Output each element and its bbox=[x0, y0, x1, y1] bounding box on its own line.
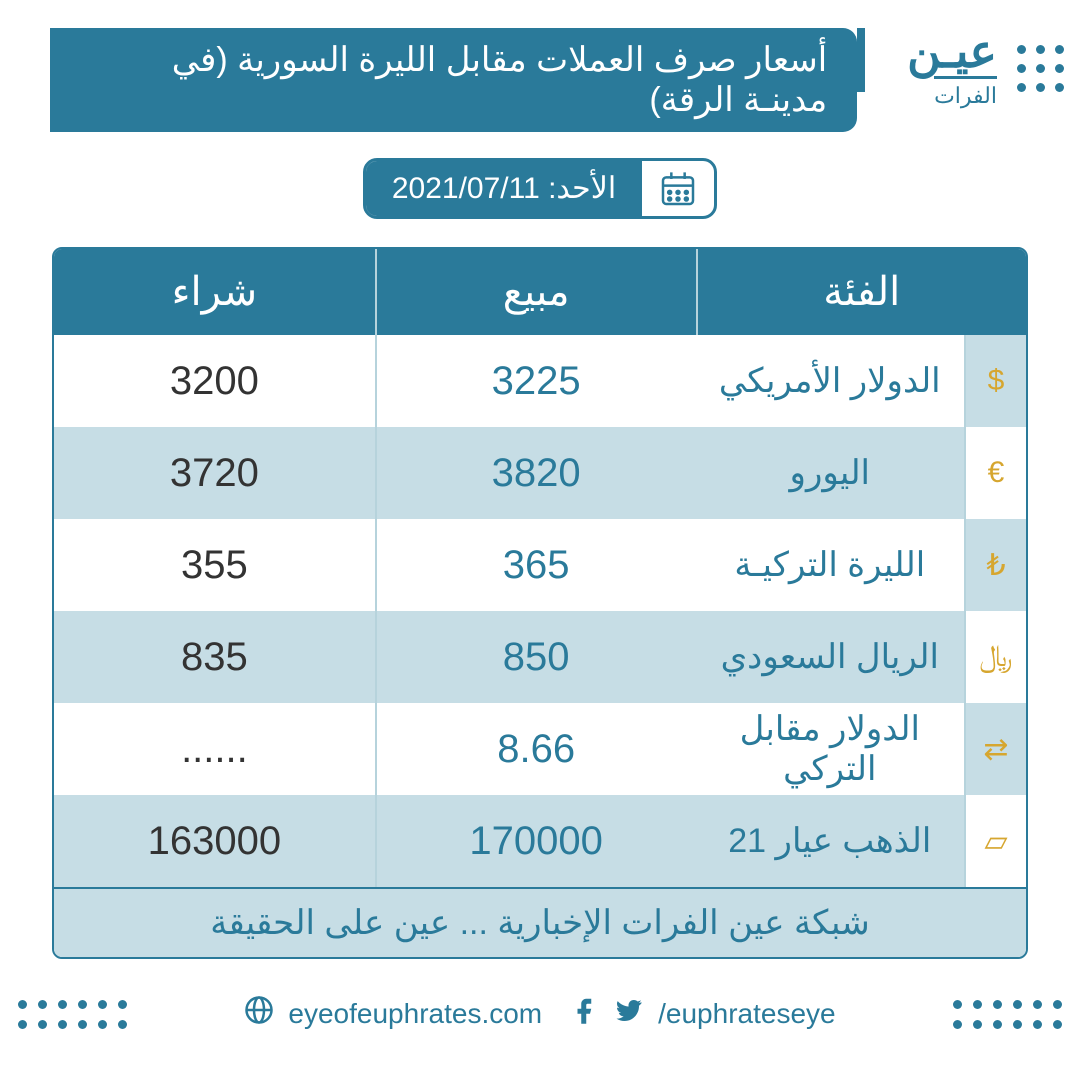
logo-main-text: عيـن bbox=[907, 28, 997, 74]
facebook-icon bbox=[570, 995, 600, 1033]
col-sell: مبيع bbox=[375, 249, 696, 335]
currency-icon: ▱ bbox=[964, 795, 1026, 887]
dot-grid-icon bbox=[1017, 45, 1064, 92]
currency-icon: $ bbox=[964, 335, 1026, 427]
calendar-icon bbox=[642, 161, 714, 216]
table-row: ﷼الريال السعودي850835 bbox=[54, 611, 1026, 703]
logo-sub-text: الفرات bbox=[934, 76, 997, 109]
currency-icon: ₺ bbox=[964, 519, 1026, 611]
currency-label: الذهب عيار 21 bbox=[696, 795, 964, 887]
dot-grid-icon bbox=[953, 1000, 1062, 1029]
buy-value: 3720 bbox=[54, 427, 375, 519]
table-row: ⇄الدولار مقابل التركي8.66...... bbox=[54, 703, 1026, 795]
currency-label: الليرة التركيـة bbox=[696, 519, 964, 611]
website-text: eyeofeuphrates.com bbox=[288, 998, 542, 1030]
currency-icon: € bbox=[964, 427, 1026, 519]
col-buy: شراء bbox=[54, 249, 375, 335]
date-chip: الأحد: 2021/07/11 bbox=[363, 158, 717, 219]
currency-icon: ⇄ bbox=[964, 703, 1026, 795]
date-text: الأحد: 2021/07/11 bbox=[366, 161, 642, 216]
table-header: الفئة مبيع شراء bbox=[54, 249, 1026, 335]
currency-label: الدولار الأمريكي bbox=[696, 335, 964, 427]
buy-value: 835 bbox=[54, 611, 375, 703]
buy-value: ...... bbox=[54, 703, 375, 795]
website-block: eyeofeuphrates.com bbox=[244, 995, 542, 1033]
sell-value: 3820 bbox=[375, 427, 696, 519]
currency-label: الدولار مقابل التركي bbox=[696, 703, 964, 795]
sell-value: 170000 bbox=[375, 795, 696, 887]
table-row: ▱الذهب عيار 21170000163000 bbox=[54, 795, 1026, 887]
sell-value: 3225 bbox=[375, 335, 696, 427]
social-block: /euphrateseye bbox=[570, 995, 835, 1033]
sell-value: 850 bbox=[375, 611, 696, 703]
page-footer: eyeofeuphrates.com /euphrateseye bbox=[0, 995, 1080, 1033]
globe-icon bbox=[244, 995, 274, 1033]
brand-logo: عيـن الفرات bbox=[907, 28, 1064, 109]
col-category: الفئة bbox=[696, 249, 1026, 335]
sell-value: 8.66 bbox=[375, 703, 696, 795]
table-row: ₺الليرة التركيـة365355 bbox=[54, 519, 1026, 611]
handle-text: /euphrateseye bbox=[658, 998, 835, 1030]
currency-label: اليورو bbox=[696, 427, 964, 519]
currency-icon: ﷼ bbox=[964, 611, 1026, 703]
sell-value: 365 bbox=[375, 519, 696, 611]
table-footer: شبكة عين الفرات الإخبارية ... عين على ال… bbox=[54, 887, 1026, 957]
buy-value: 3200 bbox=[54, 335, 375, 427]
vertical-divider bbox=[857, 28, 865, 92]
buy-value: 163000 bbox=[54, 795, 375, 887]
table-row: $الدولار الأمريكي32253200 bbox=[54, 335, 1026, 427]
twitter-icon bbox=[614, 995, 644, 1033]
table-row: €اليورو38203720 bbox=[54, 427, 1026, 519]
currency-label: الريال السعودي bbox=[696, 611, 964, 703]
dot-grid-icon bbox=[18, 1000, 127, 1029]
exchange-table: الفئة مبيع شراء $الدولار الأمريكي3225320… bbox=[52, 247, 1028, 959]
buy-value: 355 bbox=[54, 519, 375, 611]
page-title: أسعار صرف العملات مقابل الليرة السورية (… bbox=[50, 28, 857, 132]
